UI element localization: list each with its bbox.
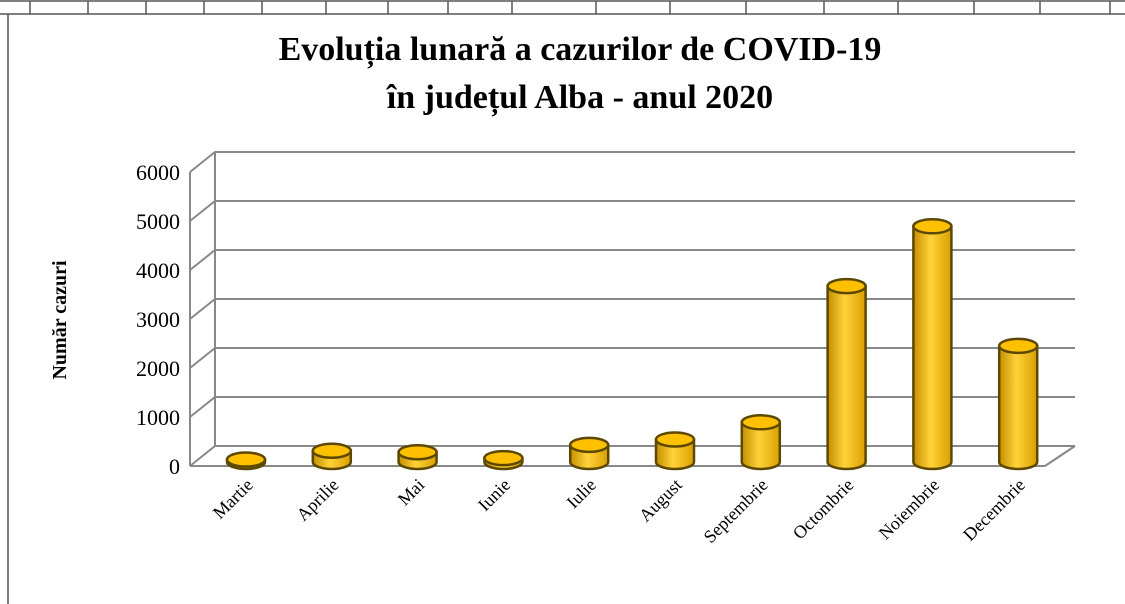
y-tick-label: 2000 xyxy=(136,356,180,381)
y-tick-label: 1000 xyxy=(136,405,180,430)
bar-top xyxy=(826,277,867,295)
grid-line xyxy=(189,200,1075,222)
x-tick-label: Martie xyxy=(209,475,257,523)
x-tick-label: Decembrie xyxy=(959,475,1029,545)
grid-line xyxy=(189,445,1075,467)
x-tick-label: Mai xyxy=(394,475,429,510)
bar-top xyxy=(397,443,438,461)
chart-title: Evoluția lunară a cazurilor de COVID-19 xyxy=(279,31,882,69)
y-tick-label: 4000 xyxy=(136,258,180,283)
grid-line xyxy=(189,151,1075,173)
grid-line xyxy=(189,347,1075,369)
y-tick-label: 5000 xyxy=(136,209,180,234)
bar-top xyxy=(654,431,696,448)
y-tick-label: 6000 xyxy=(136,160,180,185)
x-tick-label: Octombrie xyxy=(789,475,858,544)
grid-line xyxy=(189,298,1075,320)
floor-edge xyxy=(1044,445,1076,467)
grid-line xyxy=(189,396,1075,418)
bar-top xyxy=(740,414,782,431)
bar xyxy=(997,344,1039,471)
bar-top xyxy=(568,436,610,454)
bar xyxy=(826,284,867,471)
x-tick-label: August xyxy=(635,475,686,526)
x-tick-label: Iulie xyxy=(563,475,600,512)
bar-top xyxy=(997,337,1039,355)
bar-top xyxy=(483,449,524,467)
y-tick-label: 0 xyxy=(169,454,180,479)
y-tick-label: 3000 xyxy=(136,307,180,332)
y-axis-label: Număr cazuri xyxy=(49,260,71,379)
bar-top xyxy=(912,218,953,235)
bar xyxy=(912,225,953,471)
bar xyxy=(740,421,782,471)
x-tick-label: Septembrie xyxy=(700,475,772,547)
grid-line xyxy=(189,249,1075,271)
bar-top xyxy=(311,442,353,459)
x-tick-label: Iunie xyxy=(474,475,514,515)
bar xyxy=(654,438,696,471)
bar-top xyxy=(225,451,267,468)
x-tick-label: Aprilie xyxy=(292,475,342,525)
x-tick-label: Noiembrie xyxy=(875,475,944,544)
chart-title: în județul Alba - anul 2020 xyxy=(386,79,773,117)
